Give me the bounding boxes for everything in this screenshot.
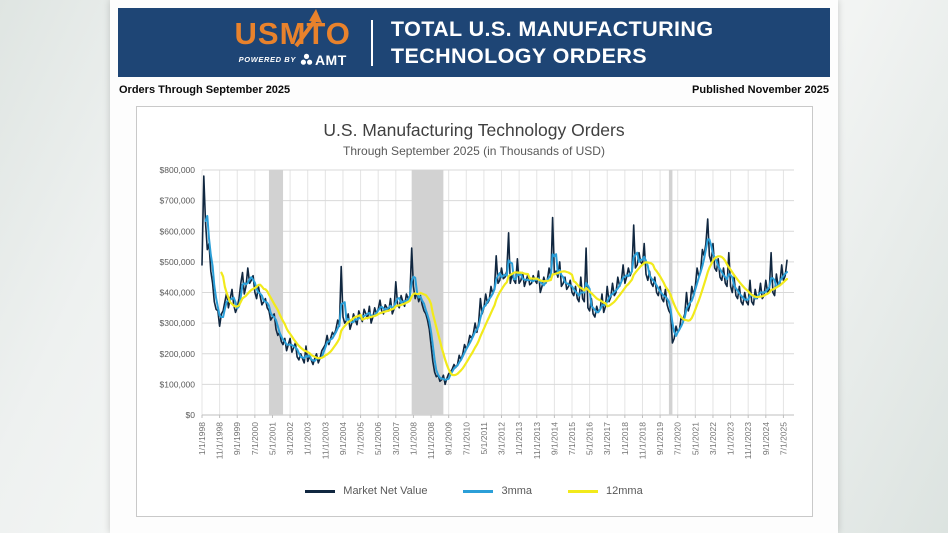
svg-text:$600,000: $600,000 xyxy=(159,226,195,236)
svg-text:7/1/2020: 7/1/2020 xyxy=(672,422,682,455)
svg-text:1/1/2018: 1/1/2018 xyxy=(619,422,629,455)
svg-text:3/1/2022: 3/1/2022 xyxy=(707,422,717,455)
svg-text:9/1/2009: 9/1/2009 xyxy=(443,422,453,455)
svg-text:$0: $0 xyxy=(185,410,195,420)
banner-title-line2: TECHNOLOGY ORDERS xyxy=(390,43,647,68)
svg-text:$300,000: $300,000 xyxy=(159,318,195,328)
svg-text:9/1/2024: 9/1/2024 xyxy=(760,422,770,455)
svg-text:5/1/2006: 5/1/2006 xyxy=(373,422,383,455)
svg-text:$200,000: $200,000 xyxy=(159,349,195,359)
svg-text:11/1/1998: 11/1/1998 xyxy=(214,422,224,459)
content-area: USMTO POWERED BY AMT xyxy=(110,0,838,533)
legend-item-market-net-value: Market Net Value xyxy=(305,485,427,497)
svg-text:11/1/2018: 11/1/2018 xyxy=(637,422,647,459)
market-net-value-label: Market Net Value xyxy=(343,485,428,497)
svg-text:3/1/2002: 3/1/2002 xyxy=(285,422,295,455)
banner-title: TOTAL U.S. MANUFACTURING TECHNOLOGY ORDE… xyxy=(391,16,714,68)
banner-title-line1: TOTAL U.S. MANUFACTURING xyxy=(390,17,714,42)
svg-text:5/1/2021: 5/1/2021 xyxy=(690,422,700,455)
legend-item-12mma: 12mma xyxy=(568,485,643,497)
amt-gear-icon xyxy=(300,53,313,65)
svg-text:1/1/2013: 1/1/2013 xyxy=(514,422,524,455)
svg-text:7/1/2000: 7/1/2000 xyxy=(249,422,259,455)
svg-text:$500,000: $500,000 xyxy=(159,257,195,267)
chart-legend: Market Net Value 3mma 12mma xyxy=(137,485,812,497)
svg-text:9/1/1999: 9/1/1999 xyxy=(232,422,242,455)
header-banner: USMTO POWERED BY AMT xyxy=(118,8,830,77)
svg-text:1/1/2023: 1/1/2023 xyxy=(725,422,735,455)
legend-item-3mma: 3mma xyxy=(463,485,532,497)
svg-text:$800,000: $800,000 xyxy=(159,165,195,175)
svg-text:1/1/1998: 1/1/1998 xyxy=(197,422,207,455)
svg-text:3/1/2012: 3/1/2012 xyxy=(496,422,506,455)
usmto-logo: USMTO POWERED BY AMT xyxy=(234,8,351,68)
svg-text:9/1/2004: 9/1/2004 xyxy=(337,422,347,455)
svg-text:$400,000: $400,000 xyxy=(159,288,195,298)
amt-logo: AMT xyxy=(300,52,347,68)
mma3-label: 3mma xyxy=(501,485,533,497)
subheader-row: Orders Through September 2025 Published … xyxy=(119,84,829,96)
svg-text:9/1/2014: 9/1/2014 xyxy=(549,422,559,455)
svg-text:3/1/2007: 3/1/2007 xyxy=(390,422,400,455)
amt-label: AMT xyxy=(314,51,347,68)
header-divider xyxy=(370,19,373,66)
chart-card: U.S. Manufacturing Technology Orders Thr… xyxy=(135,106,813,517)
svg-text:7/1/2015: 7/1/2015 xyxy=(567,422,577,455)
svg-text:11/1/2023: 11/1/2023 xyxy=(743,422,753,459)
svg-text:5/1/2001: 5/1/2001 xyxy=(267,422,277,455)
svg-text:9/1/2019: 9/1/2019 xyxy=(655,422,665,455)
svg-text:7/1/2025: 7/1/2025 xyxy=(778,422,788,455)
mma12-swatch xyxy=(568,489,599,493)
svg-text:11/1/2013: 11/1/2013 xyxy=(531,422,541,459)
svg-text:1/1/2003: 1/1/2003 xyxy=(302,422,312,455)
chart-title: U.S. Manufacturing Technology Orders xyxy=(323,120,625,140)
svg-text:7/1/2005: 7/1/2005 xyxy=(355,422,365,455)
svg-text:7/1/2010: 7/1/2010 xyxy=(461,422,471,455)
usmto-logo-text: USMTO xyxy=(234,15,351,51)
powered-by-label: POWERED BY xyxy=(238,55,296,64)
svg-text:5/1/2011: 5/1/2011 xyxy=(478,422,488,455)
svg-text:$100,000: $100,000 xyxy=(159,379,195,389)
svg-text:11/1/2003: 11/1/2003 xyxy=(320,422,330,459)
orders-chart-svg: $0 $100,000 $200,000 $300,000 $400,000 $500,0… xyxy=(159,165,794,459)
market-net-value-swatch xyxy=(305,489,336,493)
chart-subtitle: Through September 2025 (in Thousands of … xyxy=(343,144,605,158)
svg-text:$700,000: $700,000 xyxy=(159,196,195,206)
svg-text:3/1/2017: 3/1/2017 xyxy=(602,422,612,455)
orders-through-label: Orders Through September 2025 xyxy=(119,84,291,96)
mma12-label: 12mma xyxy=(606,485,643,497)
svg-text:11/1/2008: 11/1/2008 xyxy=(426,422,436,459)
powered-by-row: POWERED BY AMT xyxy=(235,52,351,68)
published-label: Published November 2025 xyxy=(692,84,829,96)
svg-text:1/1/2008: 1/1/2008 xyxy=(408,422,418,455)
mma3-swatch xyxy=(463,489,494,493)
svg-text:5/1/2016: 5/1/2016 xyxy=(584,422,594,455)
